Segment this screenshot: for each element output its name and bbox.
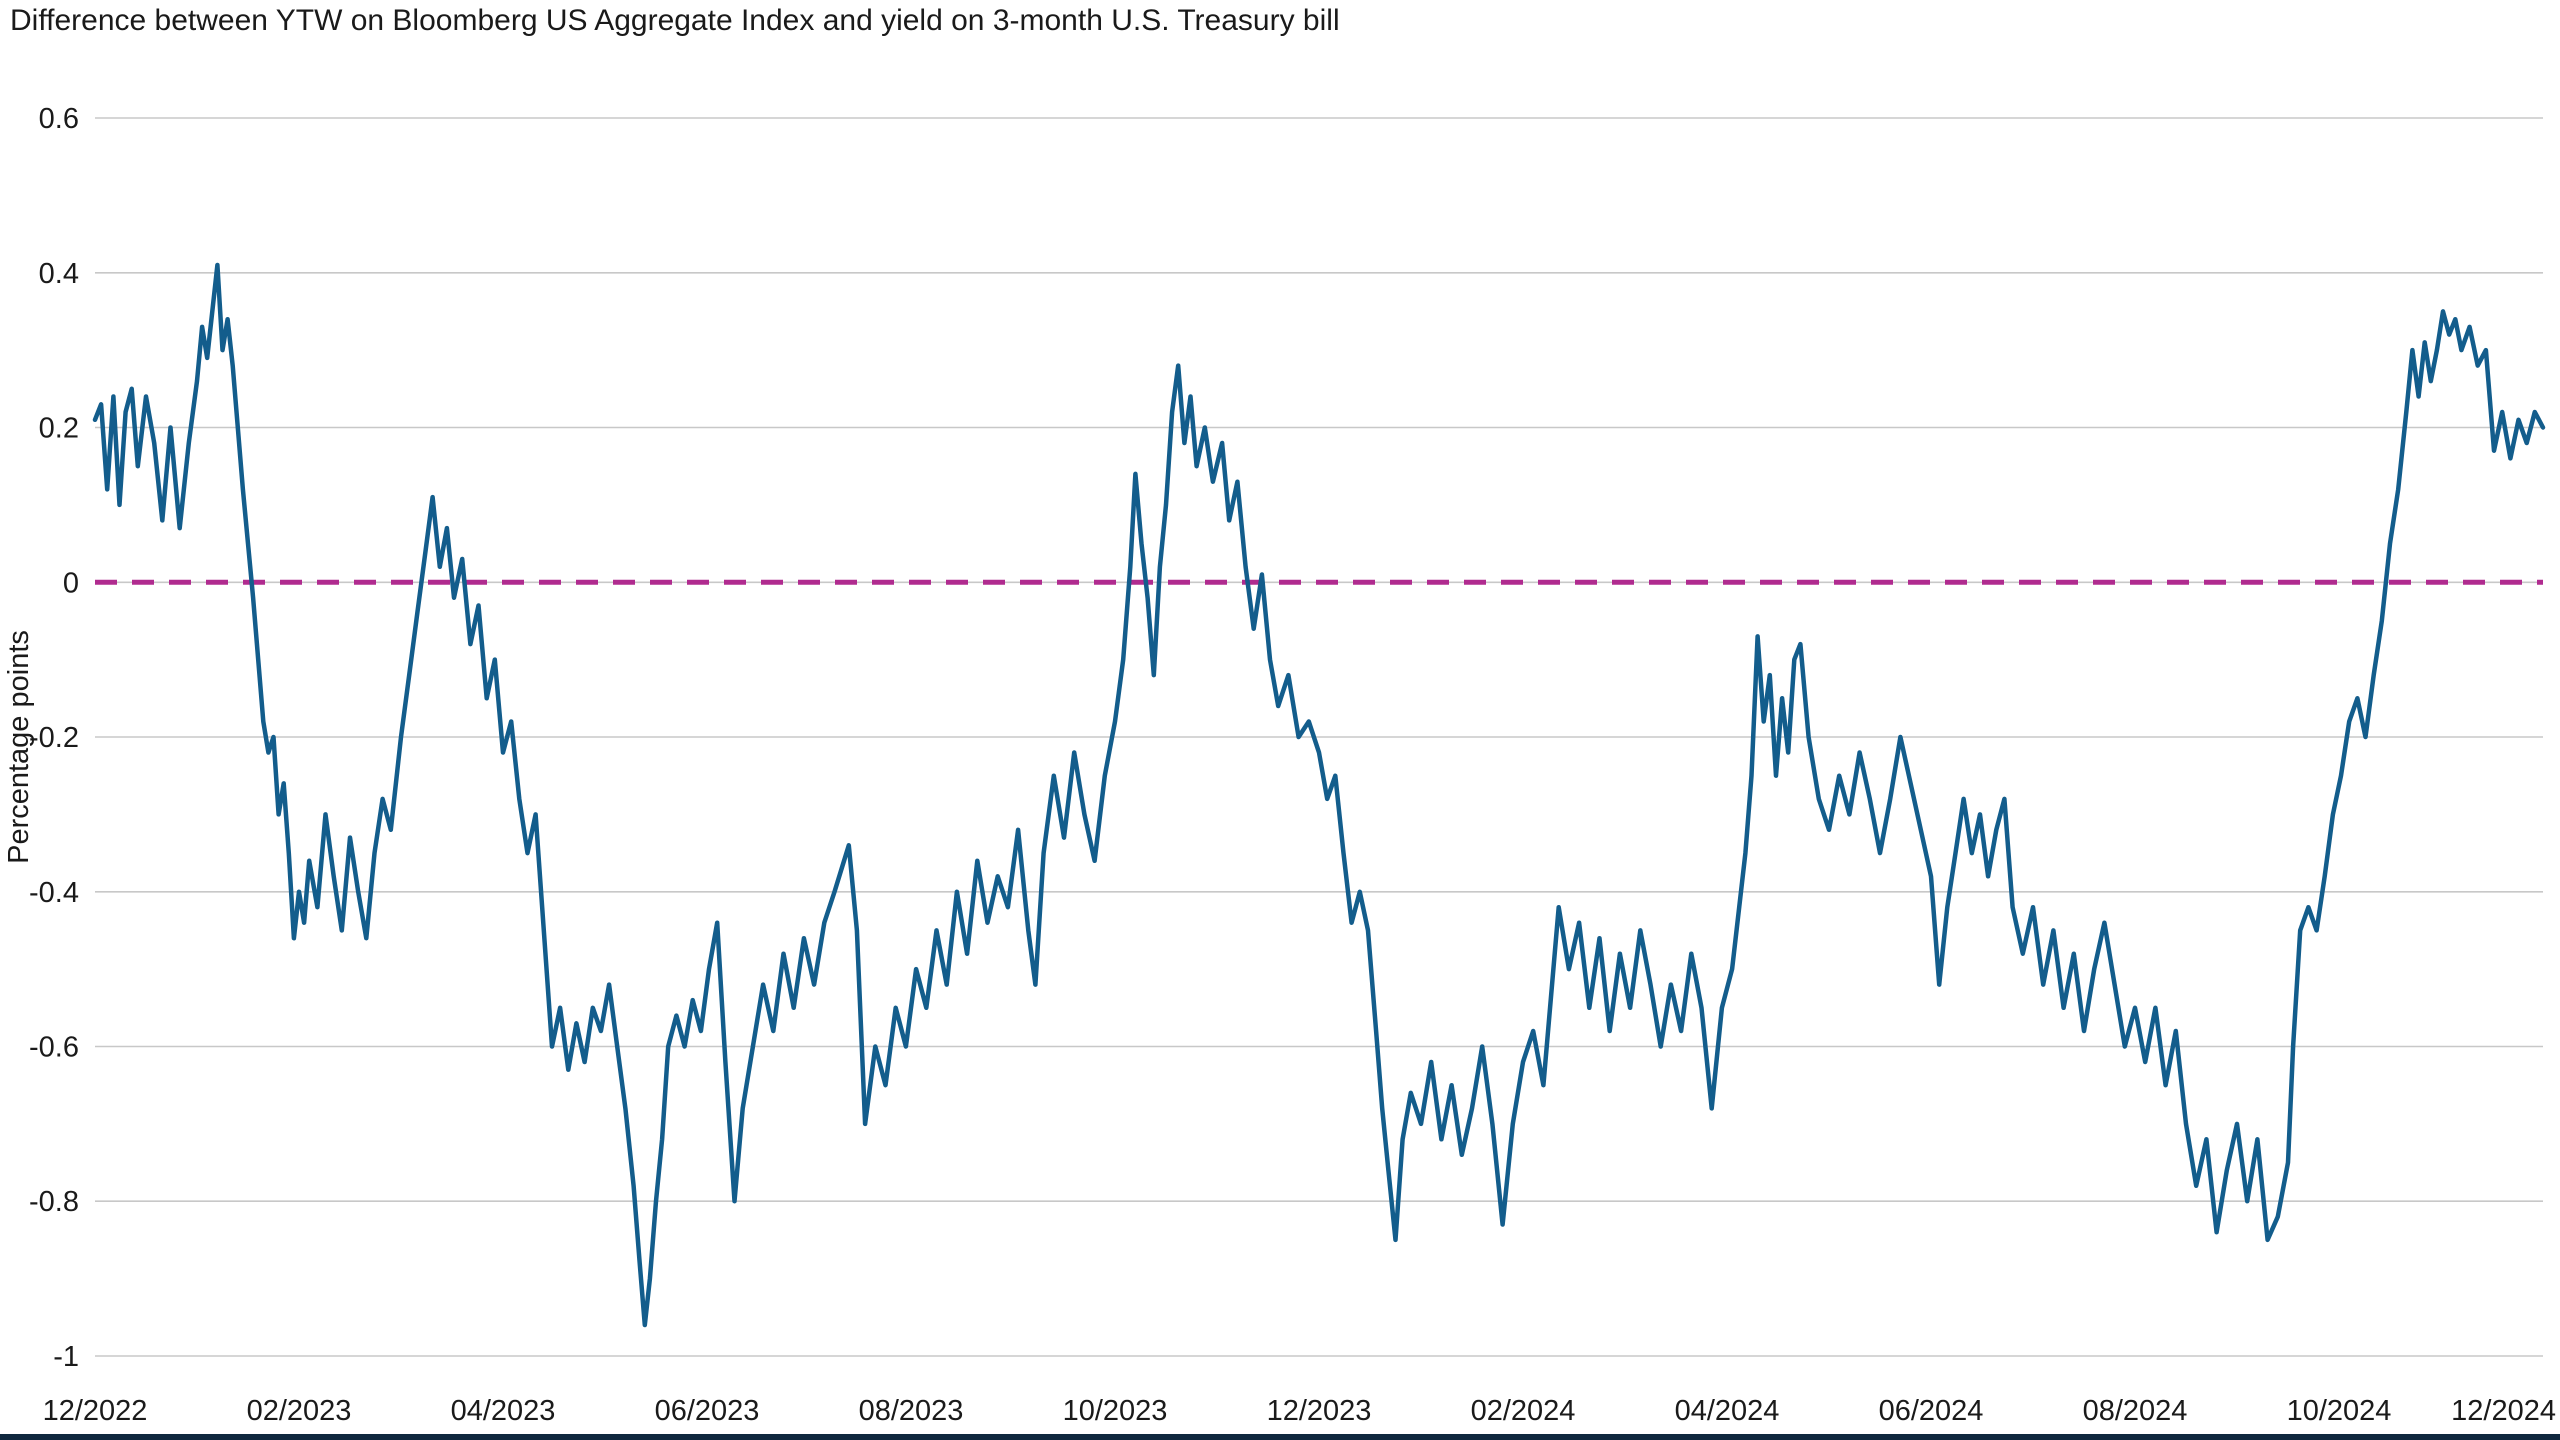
- x-tick-label: 02/2024: [1471, 1395, 1576, 1427]
- spread-line: [92, 262, 2546, 1328]
- x-tick-label: 08/2024: [2083, 1395, 2188, 1427]
- x-tick-label: 10/2023: [1063, 1395, 1168, 1427]
- chart-title: Difference between YTW on Bloomberg US A…: [10, 4, 1340, 37]
- x-tick-label: 12/2023: [1267, 1395, 1372, 1427]
- y-tick-label: -0.2: [29, 722, 79, 754]
- x-tick-label: 06/2024: [1879, 1395, 1984, 1427]
- x-tick-label: 06/2023: [655, 1395, 760, 1427]
- y-tick-label: 0: [63, 567, 79, 599]
- y-tick-label: -1: [53, 1341, 79, 1373]
- y-tick-label: 0.6: [39, 103, 79, 135]
- x-tick-label: 10/2024: [2287, 1395, 2392, 1427]
- y-tick-labels: 0.6 0.4 0.2 0 -0.2 -0.4 -0.6 -0.8 -1: [29, 103, 79, 1373]
- x-tick-label: 12/2022: [43, 1395, 148, 1427]
- y-axis-label: Percentage points: [3, 630, 35, 864]
- x-tick-label: 02/2023: [247, 1395, 352, 1427]
- y-tick-label: 0.4: [39, 258, 79, 290]
- bottom-border-bar: [0, 1434, 2560, 1440]
- x-tick-label: 12/2024: [2451, 1395, 2556, 1427]
- gridlines: [95, 117, 2543, 1357]
- x-tick-labels: 12/2022 02/2023 04/2023 06/2023 08/2023 10/20…: [43, 1395, 2556, 1427]
- y-tick-label: -0.8: [29, 1186, 79, 1218]
- spread-line-series: [92, 262, 2546, 1328]
- y-tick-label: 0.2: [39, 413, 79, 445]
- x-tick-label: 08/2023: [859, 1395, 964, 1427]
- y-tick-label: -0.6: [29, 1032, 79, 1064]
- y-tick-label: -0.4: [29, 877, 79, 909]
- x-tick-label: 04/2024: [1675, 1395, 1780, 1427]
- x-tick-label: 04/2023: [451, 1395, 556, 1427]
